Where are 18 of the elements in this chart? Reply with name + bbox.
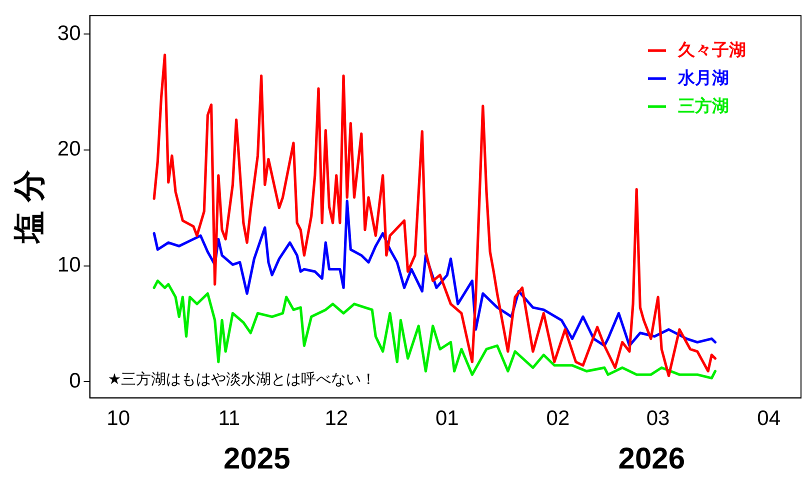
- x-tick-label: 02: [546, 407, 570, 430]
- legend-label: 水月湖: [677, 68, 729, 88]
- legend-label: 三方湖: [678, 96, 729, 116]
- x-tick-label: 11: [218, 407, 240, 430]
- annotation: ★三方湖はもはや淡水湖とは呼べない！: [108, 370, 376, 388]
- x-tick-label: 03: [646, 407, 670, 430]
- x-tick-label: 10: [106, 407, 130, 430]
- y-tick-label: 10: [57, 254, 81, 277]
- text: 2026: [618, 442, 686, 476]
- x-tick-label: 04: [757, 407, 781, 430]
- y-tick-label: 20: [57, 138, 81, 161]
- y-tick-label: 30: [57, 22, 81, 45]
- legend-label: 久々子湖: [677, 40, 746, 60]
- x-tick-label: 12: [324, 407, 348, 430]
- y-tick-label: 0: [69, 369, 81, 392]
- y-axis-title: 塩 分: [11, 170, 48, 246]
- text: 2025: [224, 442, 290, 476]
- x-tick-label: 01: [435, 407, 459, 430]
